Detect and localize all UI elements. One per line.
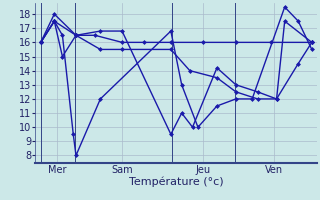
X-axis label: Température (°c): Température (°c)	[129, 177, 224, 187]
